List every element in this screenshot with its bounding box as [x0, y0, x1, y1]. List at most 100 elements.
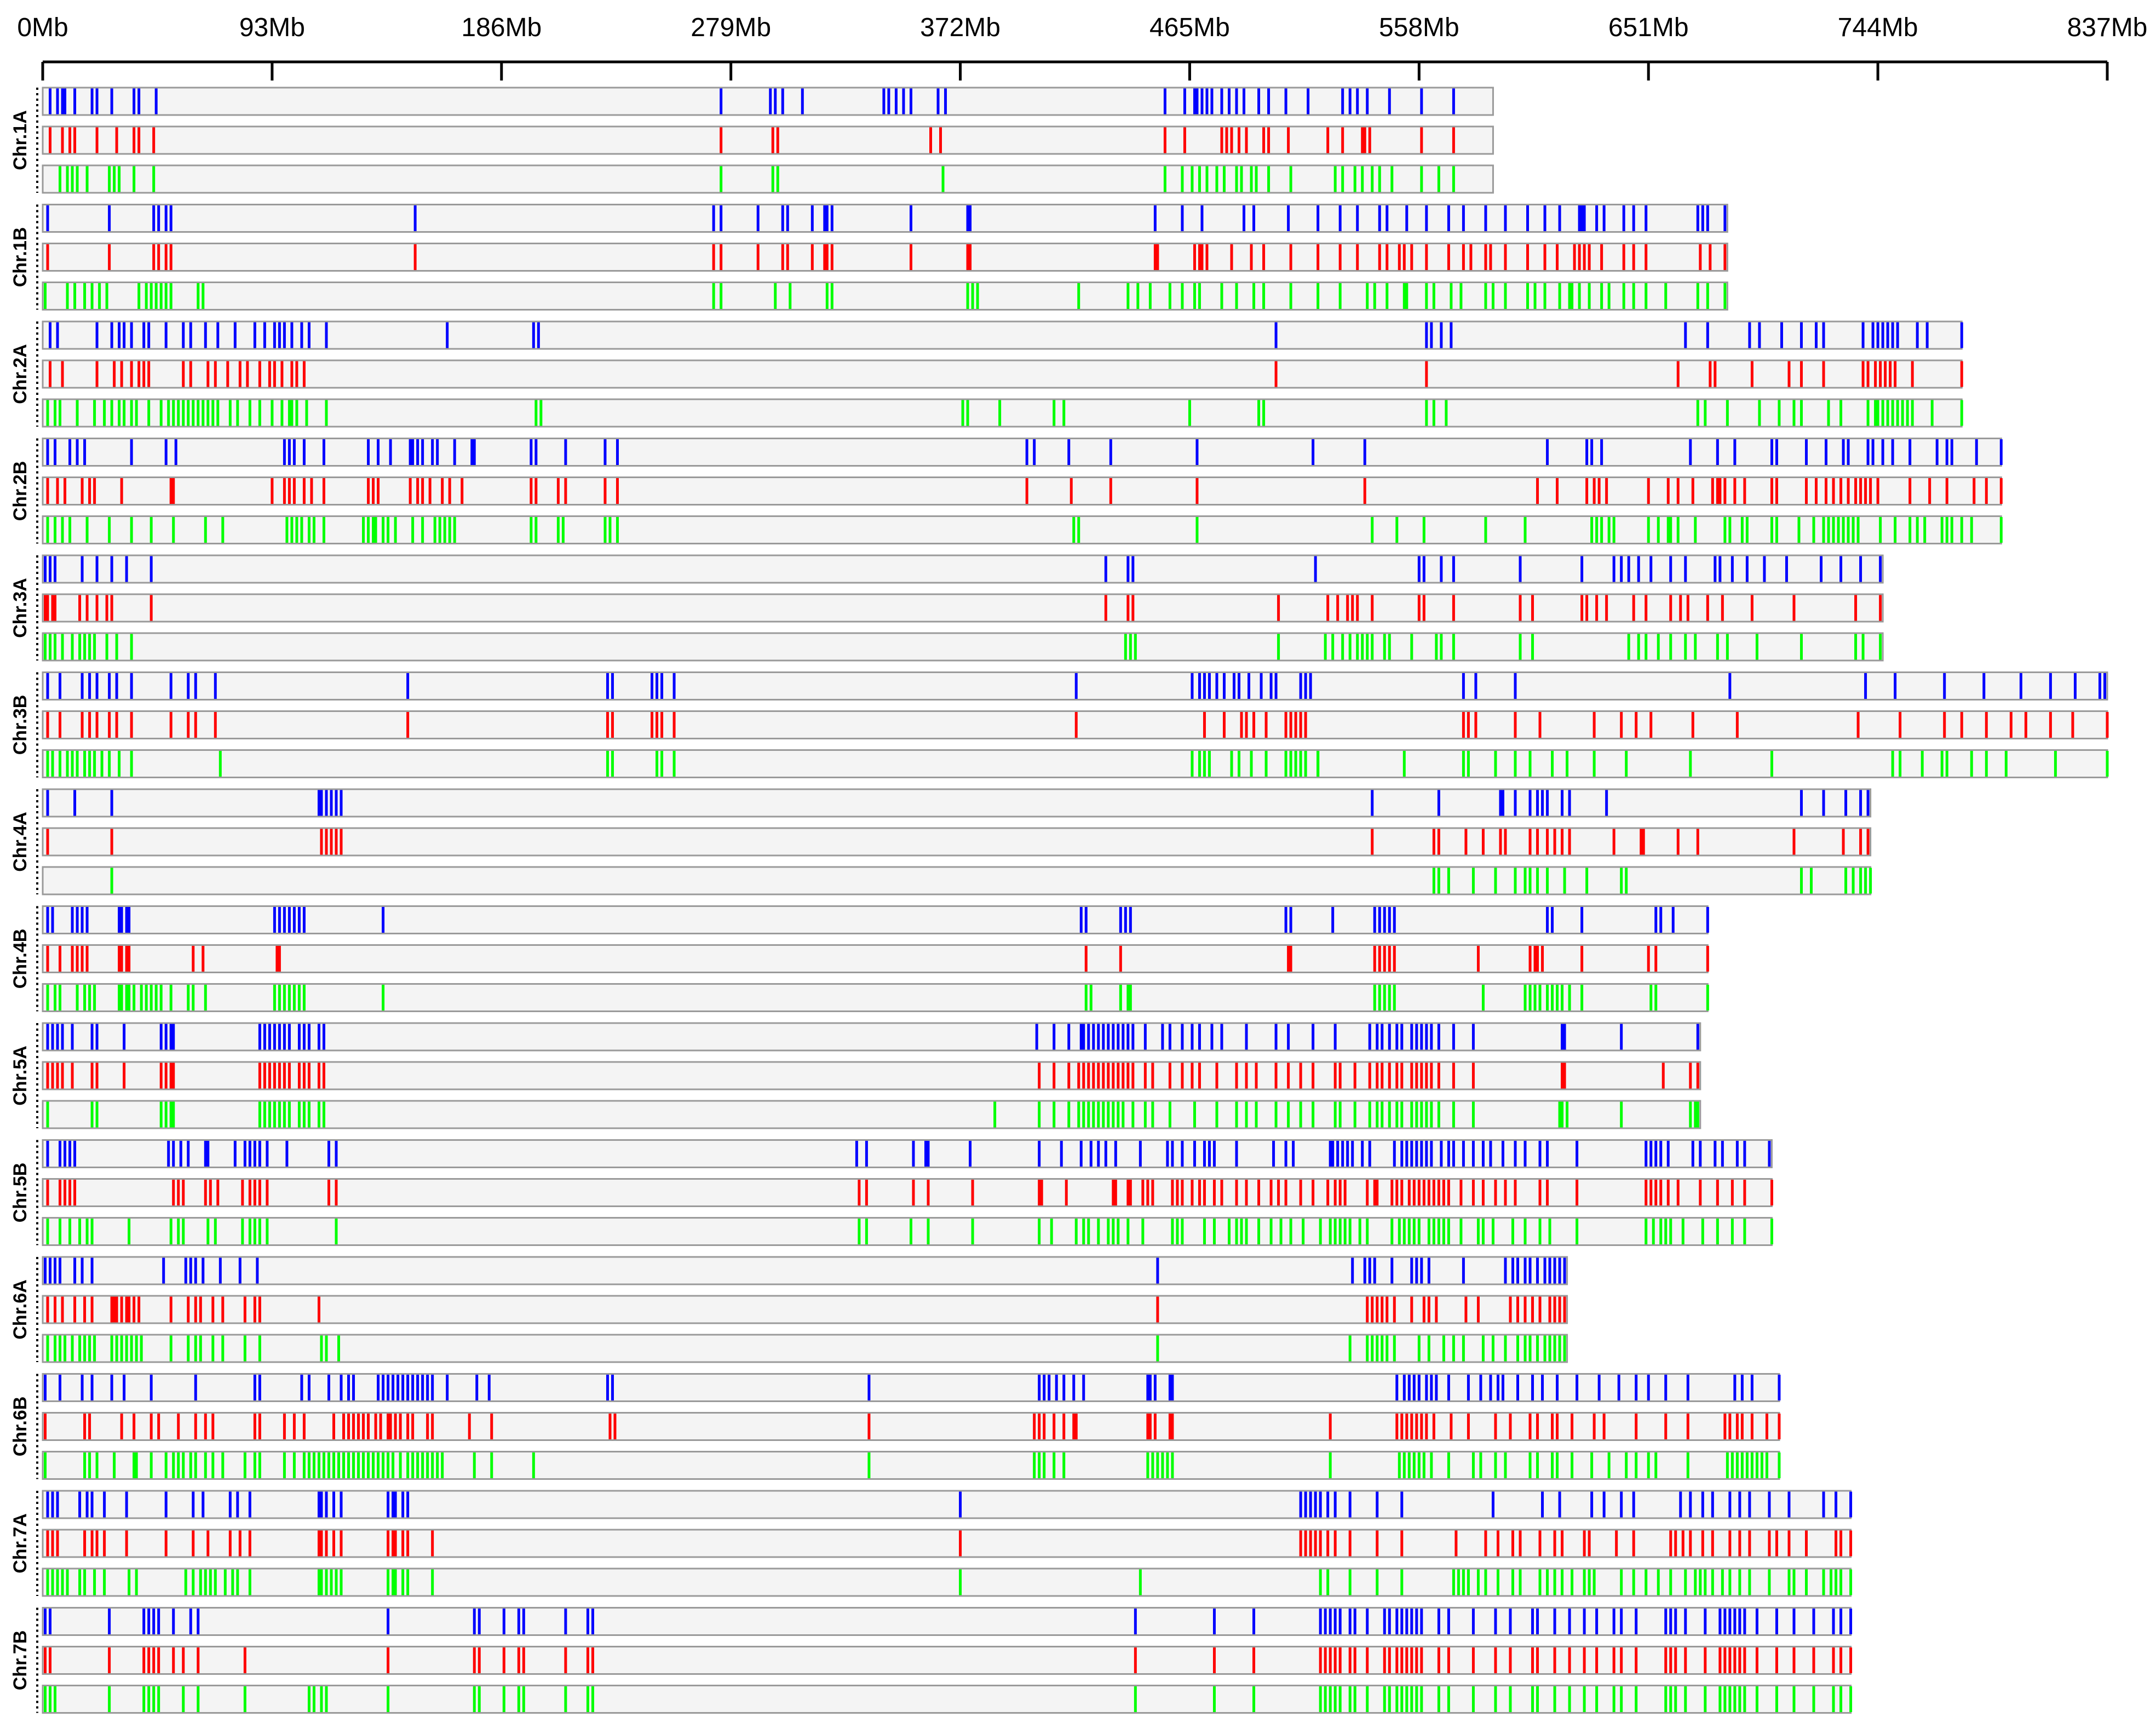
- marker-bar: [1274, 322, 1278, 348]
- marker-bar: [140, 985, 143, 1010]
- marker-bar: [1869, 478, 1872, 504]
- marker-bar: [187, 1335, 190, 1362]
- marker-bar: [1886, 322, 1889, 348]
- marker-bar: [2106, 751, 2109, 777]
- marker-bar: [1699, 244, 1702, 270]
- marker-bar: [1385, 283, 1389, 309]
- marker-bar: [1442, 1335, 1445, 1362]
- marker-bar: [1245, 1063, 1248, 1089]
- marker-bar: [128, 1569, 131, 1595]
- marker-bar: [556, 478, 560, 504]
- marker-bar: [1410, 1063, 1413, 1089]
- marker-bar: [278, 1101, 281, 1128]
- marker-bar: [1467, 751, 1470, 777]
- marker-bar: [1494, 868, 1497, 894]
- marker-bar: [1504, 1180, 1507, 1205]
- marker-bar: [1112, 1219, 1115, 1244]
- marker-bar: [1053, 1063, 1056, 1089]
- marker-bar: [1417, 1452, 1421, 1478]
- marker-bar: [1745, 517, 1749, 543]
- marker-bar: [399, 1414, 402, 1439]
- marker-bar: [1950, 517, 1953, 543]
- marker-bar: [83, 1530, 87, 1557]
- marker-bar: [1407, 1219, 1411, 1244]
- marker-bar: [1400, 1647, 1404, 1673]
- marker-bar: [1553, 1530, 1556, 1557]
- marker-bar: [1245, 1101, 1248, 1128]
- marker-bar: [927, 1219, 930, 1244]
- marker-bar: [1319, 1219, 1322, 1244]
- marker-bar: [1139, 1141, 1142, 1167]
- marker-bar: [1176, 1219, 1179, 1244]
- marker-bar: [258, 1452, 261, 1478]
- marker-bar: [372, 478, 375, 504]
- marker-bar: [1546, 790, 1549, 816]
- marker-bar: [1257, 1219, 1261, 1244]
- marker-bar: [93, 478, 96, 504]
- marker-bar: [441, 1452, 444, 1478]
- marker-bar: [1511, 1219, 1514, 1244]
- marker-bar: [1220, 1180, 1223, 1205]
- marker-bar: [59, 673, 62, 699]
- marker-bar: [1104, 1141, 1107, 1167]
- chromosome-track: [42, 204, 1728, 233]
- marker-bar: [1827, 517, 1830, 543]
- marker-bar: [406, 1491, 410, 1518]
- marker-bar: [1600, 283, 1603, 309]
- marker-bar: [379, 1414, 382, 1439]
- marker-bar: [1474, 712, 1477, 738]
- marker-bar: [1450, 322, 1453, 348]
- marker-bar: [1563, 1296, 1566, 1323]
- marker-bar: [1590, 1452, 1594, 1478]
- marker-bar: [1112, 1024, 1115, 1050]
- marker-bar: [115, 1335, 118, 1362]
- marker-bar: [263, 1024, 266, 1050]
- marker-bar: [1674, 1609, 1677, 1634]
- marker-bar: [1351, 595, 1354, 621]
- marker-bar: [1329, 1686, 1332, 1712]
- marker-bar: [51, 907, 54, 933]
- marker-bar: [1381, 1296, 1384, 1323]
- marker-bar: [389, 1414, 392, 1439]
- marker-bar: [1252, 1686, 1256, 1712]
- marker-bar: [1143, 1063, 1147, 1089]
- marker-bar: [1262, 400, 1266, 426]
- marker-bar: [1553, 829, 1556, 855]
- marker-bar: [1859, 790, 1862, 816]
- marker-bar: [1716, 1180, 1719, 1205]
- marker-bar: [1432, 829, 1435, 855]
- marker-bar: [517, 1609, 520, 1634]
- marker-bar: [1245, 127, 1248, 153]
- marker-bar: [1822, 790, 1825, 816]
- marker-bar: [387, 1609, 390, 1634]
- marker-bar: [1400, 1569, 1404, 1595]
- marker-bar: [68, 1180, 72, 1205]
- marker-bar: [1299, 1180, 1302, 1205]
- marker-bar: [1363, 1257, 1366, 1284]
- marker-bar: [1338, 1609, 1342, 1634]
- marker-bar: [118, 907, 121, 933]
- marker-bar: [1669, 1530, 1672, 1557]
- marker-bar: [473, 1686, 476, 1712]
- marker-bar: [1376, 1530, 1379, 1557]
- marker-bar: [1982, 673, 1986, 699]
- marker-bar: [164, 1101, 168, 1128]
- marker-bar: [120, 946, 123, 972]
- marker-bar: [295, 361, 298, 387]
- marker-bar: [1645, 244, 1648, 270]
- marker-bar: [1723, 1686, 1727, 1712]
- marker-bar: [1541, 1491, 1544, 1518]
- marker-bar: [1294, 712, 1297, 738]
- marker-bar: [1866, 790, 1870, 816]
- marker-bar: [1891, 400, 1894, 426]
- marker-bar: [830, 283, 833, 309]
- marker-bar: [1635, 1452, 1638, 1478]
- marker-bar: [340, 1530, 343, 1557]
- marker-bar: [1548, 1296, 1551, 1323]
- marker-bar: [1405, 1647, 1408, 1673]
- marker-bar: [1568, 1609, 1571, 1634]
- marker-bar: [1975, 439, 1978, 465]
- marker-bar: [1333, 1686, 1337, 1712]
- marker-bar: [362, 1452, 365, 1478]
- marker-bar: [616, 478, 619, 504]
